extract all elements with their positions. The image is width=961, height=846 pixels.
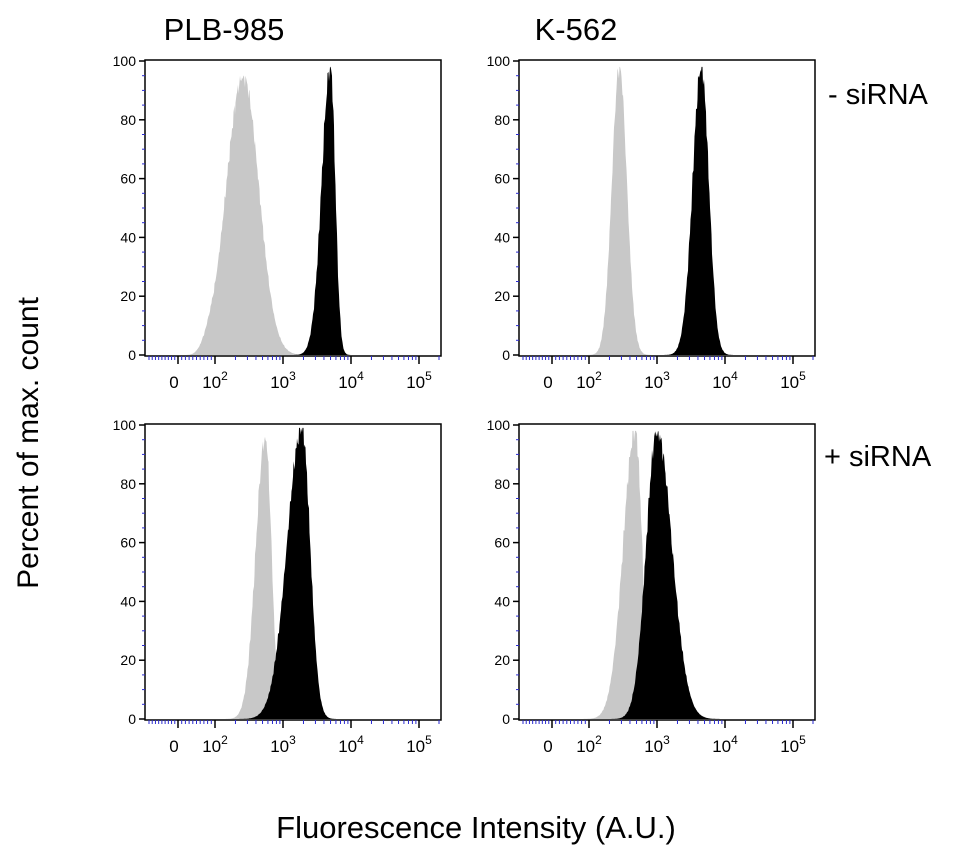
row-label-plus-sirna: + siRNA [824, 441, 932, 473]
x-tick-label-k-minus-562-minus-sirna: 104 [712, 369, 738, 392]
x-tick-label-k-minus-562-plus-sirna: 105 [780, 733, 806, 756]
x-tick-label-k-minus-562-minus-sirna: 102 [576, 369, 602, 392]
y-tick-label-k-minus-562-minus-sirna: 20 [494, 288, 510, 304]
y-tick-label-k-minus-562-plus-sirna: 80 [494, 476, 510, 492]
y-tick-label-plb-minus-985-minus-sirna: 40 [120, 229, 136, 245]
y-tick-label-k-minus-562-plus-sirna: 20 [494, 652, 510, 668]
panel-k-minus-562-plus-sirna: 0 20 40 60 80 100 0 102 103 104 105 [487, 417, 816, 756]
y-tick-label-k-minus-562-minus-sirna: 60 [494, 171, 510, 187]
y-tick-label-plb-minus-985-plus-sirna: 100 [113, 417, 137, 433]
histogram-stained-k-minus-562-minus-sirna [559, 66, 813, 356]
x-tick-label-k-minus-562-plus-sirna: 104 [712, 733, 738, 756]
x-tick-label-plb-minus-985-plus-sirna: 105 [406, 733, 432, 756]
y-tick-label-plb-minus-985-minus-sirna: 80 [120, 112, 136, 128]
y-tick-label-k-minus-562-minus-sirna: 40 [494, 229, 510, 245]
y-tick-label-k-minus-562-plus-sirna: 0 [502, 711, 510, 727]
y-tick-label-k-minus-562-plus-sirna: 40 [494, 593, 510, 609]
y-tick-label-plb-minus-985-minus-sirna: 0 [128, 347, 136, 363]
x-tick-label-plb-minus-985-plus-sirna: 104 [338, 733, 364, 756]
y-axis-label: Percent of max. count [12, 296, 45, 588]
panel-k-minus-562-minus-sirna: 0 20 40 60 80 100 0 102 103 104 105 [487, 53, 816, 392]
y-tick-label-plb-minus-985-minus-sirna: 20 [120, 288, 136, 304]
row-label-minus-sirna: - siRNA [828, 79, 929, 111]
x-tick-label-k-minus-562-minus-sirna: 105 [780, 369, 806, 392]
x-tick-label-k-minus-562-minus-sirna: 0 [543, 373, 552, 392]
histogram-stained-plb-minus-985-plus-sirna [185, 427, 439, 719]
x-tick-label-plb-minus-985-minus-sirna: 102 [202, 369, 228, 392]
histogram-control-k-minus-562-plus-sirna [559, 430, 813, 719]
y-tick-label-plb-minus-985-plus-sirna: 60 [120, 535, 136, 551]
x-tick-label-plb-minus-985-minus-sirna: 105 [406, 369, 432, 392]
y-tick-label-plb-minus-985-plus-sirna: 40 [120, 593, 136, 609]
x-tick-label-plb-minus-985-plus-sirna: 103 [270, 733, 296, 756]
y-tick-label-plb-minus-985-minus-sirna: 60 [120, 171, 136, 187]
column-title-k562: K-562 [535, 12, 618, 47]
y-tick-label-k-minus-562-minus-sirna: 100 [487, 53, 511, 69]
x-tick-label-k-minus-562-plus-sirna: 0 [543, 737, 552, 756]
x-tick-label-k-minus-562-plus-sirna: 102 [576, 733, 602, 756]
x-tick-label-plb-minus-985-minus-sirna: 0 [169, 373, 178, 392]
x-tick-label-k-minus-562-minus-sirna: 103 [644, 369, 670, 392]
histogram-control-k-minus-562-minus-sirna [559, 66, 813, 356]
y-tick-label-plb-minus-985-plus-sirna: 80 [120, 476, 136, 492]
y-tick-label-plb-minus-985-plus-sirna: 0 [128, 711, 136, 727]
y-tick-label-k-minus-562-plus-sirna: 60 [494, 535, 510, 551]
panels: 0 20 40 60 80 100 0 102 103 104 105 0 20 40 60 80 100 0 10… [113, 53, 816, 756]
panel-plb-minus-985-plus-sirna: 0 20 40 60 80 100 0 102 103 104 105 [113, 417, 442, 756]
y-tick-label-plb-minus-985-minus-sirna: 100 [113, 53, 137, 69]
x-axis-label: Fluorescence Intensity (A.U.) [276, 810, 676, 845]
y-tick-label-k-minus-562-minus-sirna: 0 [502, 347, 510, 363]
plot-frame-plb-minus-985-minus-sirna [144, 59, 442, 357]
plot-frame-k-minus-562-minus-sirna [518, 59, 816, 357]
y-tick-label-k-minus-562-plus-sirna: 100 [487, 417, 511, 433]
y-tick-label-plb-minus-985-plus-sirna: 20 [120, 652, 136, 668]
x-tick-label-plb-minus-985-minus-sirna: 104 [338, 369, 364, 392]
column-title-plb985: PLB-985 [164, 12, 285, 47]
panel-plb-minus-985-minus-sirna: 0 20 40 60 80 100 0 102 103 104 105 [113, 53, 442, 392]
x-tick-label-plb-minus-985-plus-sirna: 102 [202, 733, 228, 756]
y-tick-label-k-minus-562-minus-sirna: 80 [494, 112, 510, 128]
x-tick-label-plb-minus-985-plus-sirna: 0 [169, 737, 178, 756]
x-tick-label-plb-minus-985-minus-sirna: 103 [270, 369, 296, 392]
histogram-stained-k-minus-562-plus-sirna [559, 430, 813, 719]
x-tick-label-k-minus-562-plus-sirna: 103 [644, 733, 670, 756]
histogram-control-plb-minus-985-minus-sirna [185, 75, 439, 355]
